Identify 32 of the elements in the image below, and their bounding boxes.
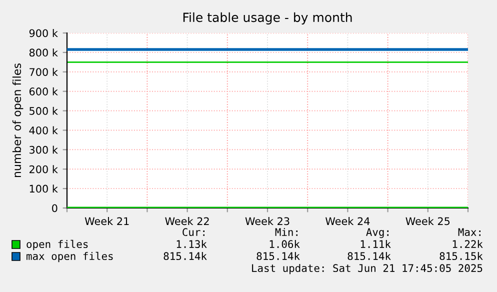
y-tick-label: 400 k xyxy=(29,126,58,134)
text: 815.15k xyxy=(440,252,483,260)
y-axis-title: number of open files xyxy=(12,63,24,178)
y-tick-label: 500 k xyxy=(30,106,58,115)
text: Last update: Sat Jun 21 17:45:05 2025 xyxy=(252,264,482,274)
text: Max: xyxy=(458,228,480,236)
text: Avg: xyxy=(366,228,388,238)
text: 1.13k xyxy=(176,240,207,248)
y-tick-label: 200 k xyxy=(30,165,58,174)
x-tick-label: Week 21 xyxy=(84,217,129,226)
legend-label: max open files xyxy=(26,252,113,262)
text: Cur: xyxy=(182,228,204,236)
text: Min: xyxy=(275,228,298,236)
y-tick-label: 900 k xyxy=(29,29,58,38)
chart-title: File table usage - by month xyxy=(183,12,352,24)
text: 1.22k xyxy=(452,240,483,248)
y-tick-label: 700 k xyxy=(30,68,58,76)
x-tick-label: Week 23 xyxy=(245,217,290,226)
y-tick-label: 100 k xyxy=(30,184,58,193)
text: 1.06k xyxy=(270,240,300,248)
text: 1.11k xyxy=(360,240,391,248)
y-tick-label: 0 xyxy=(52,204,58,212)
legend-label: open files xyxy=(26,240,88,250)
x-tick-label: Week 24 xyxy=(325,217,370,226)
y-tick-label: 300 k xyxy=(30,146,58,154)
text: 815.14k xyxy=(348,252,391,260)
y-tick-label: 800 k xyxy=(29,48,58,57)
x-tick-label: Week 22 xyxy=(165,217,209,226)
text: 815.14k xyxy=(256,252,300,260)
x-tick-label: Week 25 xyxy=(406,217,450,226)
text: 815.14k xyxy=(164,252,207,260)
y-tick-label: 600 k xyxy=(29,87,58,96)
